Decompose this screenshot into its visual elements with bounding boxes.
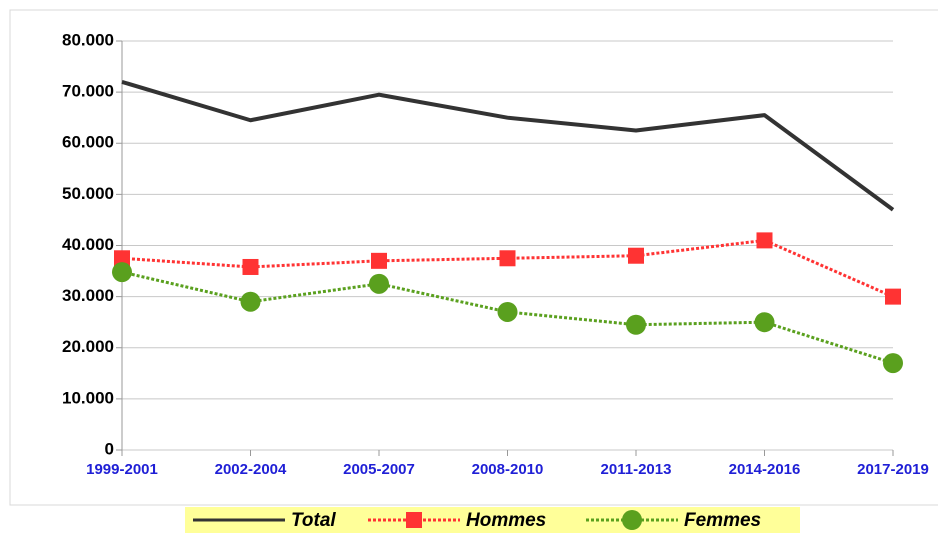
series-line	[121, 79, 895, 212]
point	[369, 273, 389, 294]
point	[626, 314, 646, 335]
x-tick-label: 2002-2004	[215, 461, 287, 478]
legend-label: Hommes	[466, 510, 546, 531]
y-tick-label: 10.000	[62, 388, 114, 407]
point	[885, 288, 901, 305]
x-tick-label: 2011-2013	[601, 461, 672, 478]
x-tick-label: 2017-2019	[857, 461, 929, 478]
x-tick-label: 2005-2007	[343, 461, 415, 478]
point	[112, 262, 132, 283]
y-tick-label: 0	[105, 439, 114, 458]
point	[240, 291, 261, 312]
x-tick-label: 1999-2001	[86, 461, 158, 478]
y-tick-label: 50.000	[62, 184, 114, 203]
point	[756, 232, 773, 249]
legend-marker	[406, 512, 422, 528]
y-tick-label: 30.000	[62, 286, 114, 305]
x-tick-label: 2014-2016	[729, 461, 801, 478]
point	[754, 312, 775, 333]
point	[628, 247, 644, 264]
y-tick-label: 20.000	[62, 337, 114, 356]
series-line	[121, 238, 894, 298]
point	[497, 301, 518, 322]
point	[883, 353, 903, 374]
legend-label: Total	[291, 510, 336, 531]
legend-marker	[622, 510, 642, 530]
x-tick-label: 2008-2010	[472, 461, 544, 478]
legend-background	[185, 507, 800, 533]
point	[371, 252, 387, 269]
point	[499, 250, 516, 267]
point	[114, 250, 130, 267]
y-tick-label: 80.000	[62, 30, 114, 49]
y-tick-label: 60.000	[62, 133, 114, 152]
point	[242, 258, 259, 275]
chart-border	[9, 9, 938, 506]
y-tick-label: 70.000	[62, 82, 114, 101]
y-tick-label: 40.000	[62, 235, 114, 254]
legend-label: Femmes	[684, 510, 761, 531]
